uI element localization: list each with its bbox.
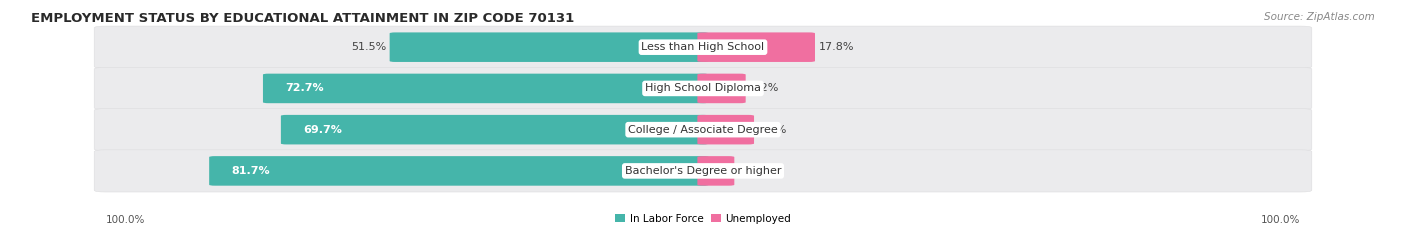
Text: 72.7%: 72.7% xyxy=(285,83,323,93)
Text: Bachelor's Degree or higher: Bachelor's Degree or higher xyxy=(624,166,782,176)
Text: College / Associate Degree: College / Associate Degree xyxy=(628,125,778,135)
Text: High School Diploma: High School Diploma xyxy=(645,83,761,93)
FancyBboxPatch shape xyxy=(94,26,1312,68)
Text: 7.6%: 7.6% xyxy=(758,125,786,135)
Text: 17.8%: 17.8% xyxy=(820,42,855,52)
Text: 4.3%: 4.3% xyxy=(738,166,766,176)
FancyBboxPatch shape xyxy=(697,156,734,186)
Text: 100.0%: 100.0% xyxy=(1261,215,1301,225)
FancyBboxPatch shape xyxy=(697,74,745,103)
FancyBboxPatch shape xyxy=(263,74,709,103)
FancyBboxPatch shape xyxy=(697,115,754,144)
Text: 81.7%: 81.7% xyxy=(232,166,270,176)
FancyBboxPatch shape xyxy=(94,67,1312,110)
FancyBboxPatch shape xyxy=(281,115,709,144)
Text: Source: ZipAtlas.com: Source: ZipAtlas.com xyxy=(1264,12,1375,22)
Text: 51.5%: 51.5% xyxy=(352,42,387,52)
FancyBboxPatch shape xyxy=(697,32,815,62)
FancyBboxPatch shape xyxy=(94,150,1312,192)
FancyBboxPatch shape xyxy=(94,109,1312,151)
FancyBboxPatch shape xyxy=(209,156,709,186)
Legend: In Labor Force, Unemployed: In Labor Force, Unemployed xyxy=(610,209,796,228)
Text: Less than High School: Less than High School xyxy=(641,42,765,52)
Text: 100.0%: 100.0% xyxy=(105,215,145,225)
Text: 69.7%: 69.7% xyxy=(304,125,342,135)
Text: 6.2%: 6.2% xyxy=(749,83,779,93)
FancyBboxPatch shape xyxy=(389,32,709,62)
Text: EMPLOYMENT STATUS BY EDUCATIONAL ATTAINMENT IN ZIP CODE 70131: EMPLOYMENT STATUS BY EDUCATIONAL ATTAINM… xyxy=(31,12,574,25)
